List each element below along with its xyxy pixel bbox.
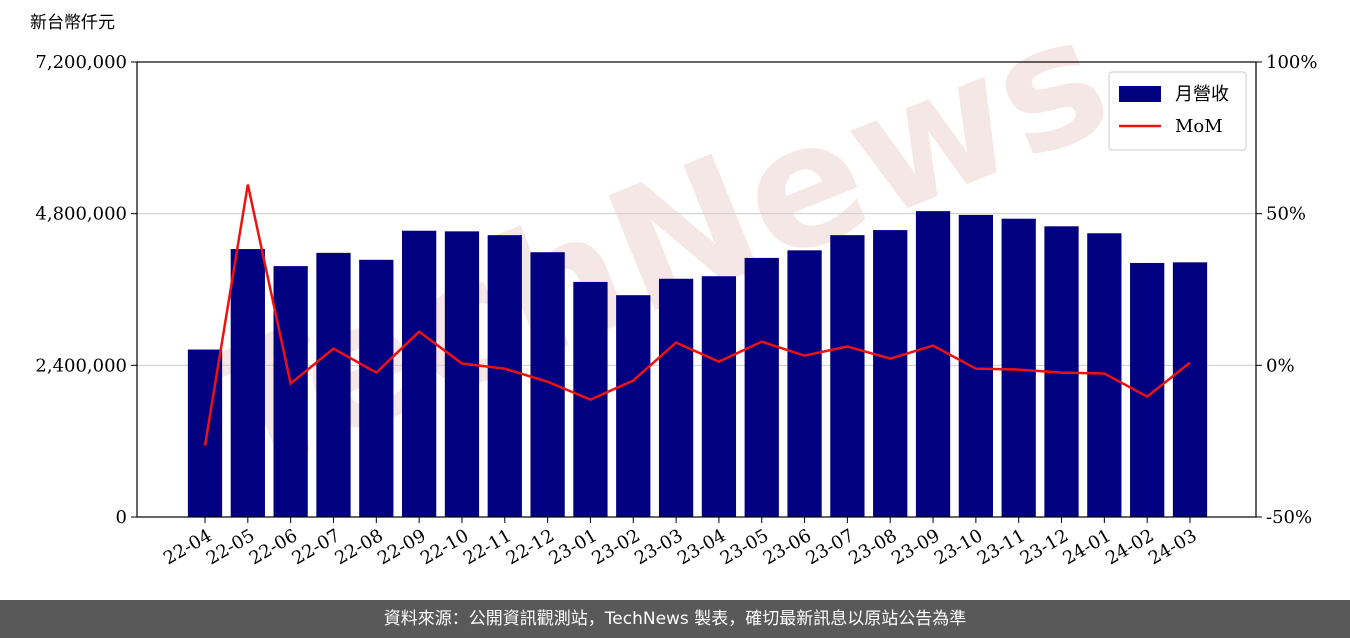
legend-label: MoM [1175,116,1223,137]
x-tick-label: 24-02 [1102,525,1157,569]
x-tick-label: 23-09 [888,525,943,569]
bar [616,295,651,517]
x-tick-label: 24-01 [1059,525,1114,569]
bar [487,235,522,517]
x-tick-label: 23-08 [845,525,900,569]
x-tick-label: 22-11 [460,525,515,569]
x-tick-label: 22-08 [331,525,386,569]
bar [701,276,737,517]
y-tick-label: 4,800,000 [35,204,127,225]
bar [230,249,265,518]
bar [1001,218,1036,517]
bar [873,230,908,517]
y-tick-label: 7,200,000 [35,52,127,73]
y2-tick-label: 50% [1266,204,1306,225]
y-tick-label: 0 [116,507,127,528]
bar [316,252,351,517]
x-tick-label: 22-07 [289,525,344,569]
legend-label: 月營收 [1175,84,1229,105]
bar [1087,233,1122,517]
x-tick-label: 23-11 [974,525,1029,569]
x-tick-label: 23-05 [717,525,772,569]
bar [530,252,565,517]
y2-tick-label: 100% [1266,52,1317,73]
x-tick-label: 22-04 [160,525,215,569]
legend-swatch [1119,86,1161,102]
bar [658,278,694,517]
y2-tick-label: -50% [1266,507,1312,528]
bar [915,211,951,517]
x-tick-label: 22-09 [374,525,429,569]
x-tick-label: 22-05 [203,525,258,569]
unit-label: 新台幣仟元 [30,13,115,33]
bar [830,235,865,517]
x-tick-label: 22-10 [417,525,472,569]
bar [273,266,308,517]
x-tick-label: 22-06 [246,525,301,569]
bar [444,231,480,517]
bar [787,250,822,517]
x-tick-label: 22-12 [503,525,558,569]
bar [1172,262,1208,517]
x-tick-label: 23-01 [545,525,600,569]
x-tick-label: 23-04 [674,525,729,569]
line [203,184,1191,446]
bar [359,259,394,517]
x-tick-label: 23-12 [1017,525,1072,569]
chart: 新台幣仟元 TechNews 02,400,0004,800,0007,200,… [30,0,1317,569]
bar [958,214,993,518]
x-tick-label: 23-02 [588,525,643,569]
bar [744,257,779,517]
bar [402,230,437,517]
x-tick-label: 23-03 [631,525,686,569]
x-tick-label: 24-03 [1145,525,1200,569]
plot-frame [136,61,1257,518]
footer: 資料來源：公開資訊觀測站，TechNews 製表，確切最新訊息以原站公告為準 [0,600,1350,638]
x-tick-label: 23-10 [931,525,986,569]
x-tick-label: 23-07 [802,525,857,569]
y-tick-label: 2,400,000 [35,355,127,376]
x-tick-label: 23-06 [760,525,815,569]
y2-tick-label: 0% [1266,355,1295,376]
